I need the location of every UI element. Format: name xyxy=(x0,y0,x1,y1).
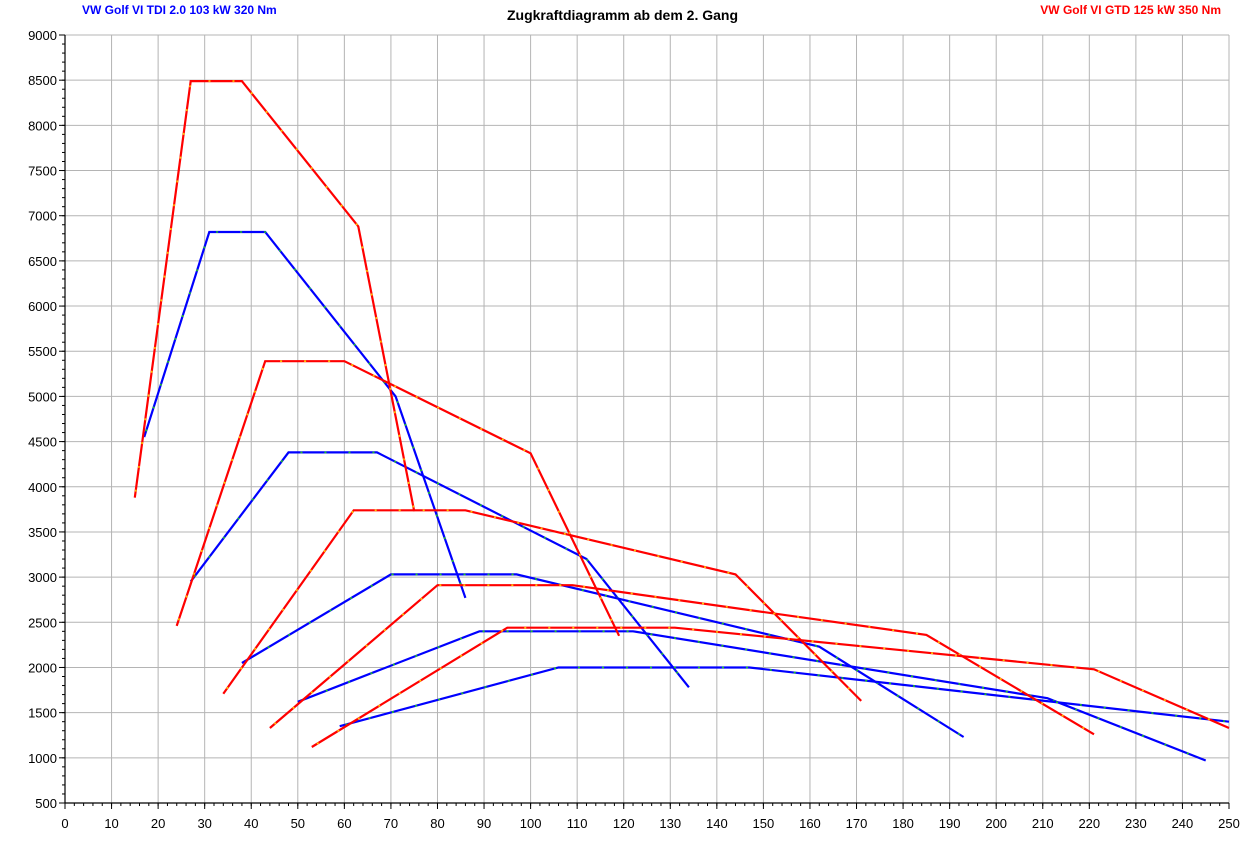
series-tdi-gear-4 xyxy=(241,573,965,738)
x-tick-label: 210 xyxy=(1032,816,1054,831)
x-tick-label: 40 xyxy=(244,816,258,831)
x-tick-label: 50 xyxy=(291,816,305,831)
x-tick-label: 180 xyxy=(892,816,914,831)
x-tick-label: 140 xyxy=(706,816,728,831)
series-tdi-gear-2 xyxy=(143,230,467,599)
x-tick-label: 190 xyxy=(939,816,961,831)
legend-tdi: VW Golf VI TDI 2.0 103 kW 320 Nm xyxy=(82,3,277,17)
y-tick-label: 3500 xyxy=(28,525,57,540)
chart-title: Zugkraftdiagramm ab dem 2. Gang xyxy=(506,7,739,23)
legend-gtd: VW Golf VI GTD 125 kW 350 Nm xyxy=(1040,3,1221,17)
x-tick-label: 80 xyxy=(430,816,444,831)
y-tick-label: 9000 xyxy=(28,28,57,43)
x-tick-label: 90 xyxy=(477,816,491,831)
x-tick-label: 70 xyxy=(384,816,398,831)
x-tick-label: 200 xyxy=(985,816,1007,831)
x-tick-label: 120 xyxy=(613,816,635,831)
x-tick-label: 150 xyxy=(753,816,775,831)
plot-area xyxy=(65,35,1229,803)
y-tick-label: 7000 xyxy=(28,209,57,224)
x-tick-label: 60 xyxy=(337,816,351,831)
series-line xyxy=(339,666,1230,728)
y-tick-label: 1000 xyxy=(28,751,57,766)
x-tick-label: 220 xyxy=(1078,816,1100,831)
series-gtd-gear-4 xyxy=(222,509,862,702)
y-tick-label: 4000 xyxy=(28,480,57,495)
y-tick-label: 5500 xyxy=(28,344,57,359)
series-tdi-gear-5 xyxy=(297,630,1207,762)
y-tick-label: 4500 xyxy=(28,435,57,450)
series-line-dots xyxy=(222,509,862,702)
x-tick-label: 20 xyxy=(151,816,165,831)
y-tick-label: 6500 xyxy=(28,254,57,269)
y-tick-label: 8500 xyxy=(28,73,57,88)
series-gtd-gear-3 xyxy=(175,360,621,637)
x-tick-label: 240 xyxy=(1172,816,1194,831)
x-tick-label: 130 xyxy=(659,816,681,831)
y-tick-label: 8000 xyxy=(28,118,57,133)
series-tdi-gear-6 xyxy=(339,666,1230,728)
y-tick-label: 500 xyxy=(35,796,57,811)
x-tick-label: 250 xyxy=(1218,816,1240,831)
y-tick-label: 7500 xyxy=(28,164,57,179)
series-gtd-gear-6 xyxy=(311,626,1230,748)
series-gtd-gear-5 xyxy=(269,584,1095,736)
x-tick-label: 10 xyxy=(104,816,118,831)
x-tick-label: 230 xyxy=(1125,816,1147,831)
y-tick-label: 6000 xyxy=(28,299,57,314)
x-tick-label: 0 xyxy=(61,816,68,831)
y-tick-label: 2500 xyxy=(28,615,57,630)
y-tick-label: 1500 xyxy=(28,706,57,721)
y-tick-label: 2000 xyxy=(28,660,57,675)
x-tick-label: 110 xyxy=(567,816,588,831)
y-tick-label: 3000 xyxy=(28,570,57,585)
y-tick-label: 5000 xyxy=(28,389,57,404)
x-tick-label: 30 xyxy=(197,816,211,831)
x-tick-label: 160 xyxy=(799,816,821,831)
x-tick-label: 100 xyxy=(520,816,542,831)
x-tick-label: 170 xyxy=(846,816,868,831)
